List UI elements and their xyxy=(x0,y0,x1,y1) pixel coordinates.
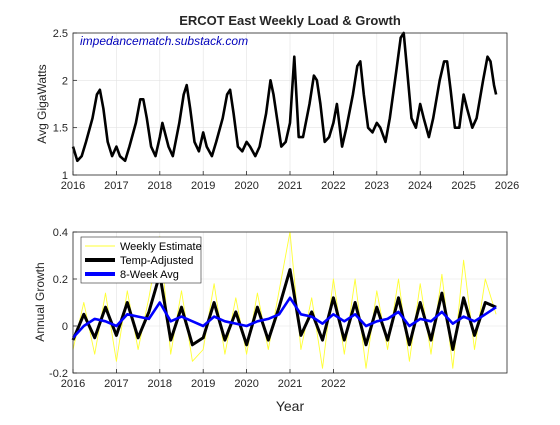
top-x-tick-label: 2018 xyxy=(148,180,172,192)
top-y-tick-label: 1.5 xyxy=(53,123,68,135)
top-series xyxy=(71,31,498,163)
bottom-series xyxy=(71,231,497,369)
bottom-x-tick-label: 2018 xyxy=(148,378,172,390)
top-x-tick-label: 2019 xyxy=(191,180,215,192)
bottom-chart: 2016 2017 2018 2019 2020 2021 2022-0.200.20.4 … xyxy=(33,227,508,414)
top-y-axis-label: Avg GigaWatts xyxy=(35,64,49,143)
bottom-y-axis-label: Annual Growth xyxy=(33,262,47,341)
legend-label-temp-adjusted: Temp-Adjusted xyxy=(120,255,193,267)
top-y-tick-label: 2.5 xyxy=(53,28,68,40)
top-x-tick-label: 2020 xyxy=(234,180,258,192)
top-y-tick-label: 1 xyxy=(62,170,68,182)
top-x-tick-label: 2017 xyxy=(104,180,128,192)
bottom-y-tick-label: 0 xyxy=(62,321,68,333)
legend-label-8-week-avg: 8-Week Avg xyxy=(120,269,179,281)
top-x-tick-label: 2022 xyxy=(321,180,345,192)
top-x-tick-label: 2025 xyxy=(451,180,475,192)
bottom-legend: Weekly Estimate Temp-Adjusted 8-Week Avg xyxy=(80,236,202,284)
bottom-series-8-week-avg-line xyxy=(72,296,497,339)
legend-label-weekly-estimate: Weekly Estimate xyxy=(120,241,202,253)
bottom-x-tick-label: 2021 xyxy=(278,378,302,390)
bottom-ticks: 2016 2017 2018 2019 2020 2021 2022 -0.2 0 0.2 0.4 xyxy=(49,227,346,390)
watermark-annotation: impedancematch.substack.com xyxy=(80,34,248,48)
top-ticks: 2016 2017 2018 2019 2020 2021 2022 2023 2024 2025… xyxy=(53,28,520,192)
top-chart: ERCOT East Weekly Load & Growth 2016 2017… xyxy=(35,13,519,192)
top-chart-title: ERCOT East Weekly Load & Growth xyxy=(179,13,401,28)
bottom-y-tick-label: 0.2 xyxy=(53,274,68,286)
top-series-load-line xyxy=(71,31,498,163)
bottom-x-tick-label: 2022 xyxy=(321,378,345,390)
top-x-tick-label: 2026 xyxy=(495,180,519,192)
bottom-x-tick-label: 2016 xyxy=(61,378,85,390)
bottom-x-axis-label: Year xyxy=(276,398,305,414)
top-y-tick-label: 2 xyxy=(62,75,68,87)
top-x-tick-label: 2024 xyxy=(408,180,432,192)
bottom-y-tick-label: 0.4 xyxy=(53,227,68,239)
bottom-x-tick-label: 2019 xyxy=(191,378,215,390)
top-x-tick-label: 2023 xyxy=(365,180,389,192)
bottom-x-tick-label: 2017 xyxy=(104,378,128,390)
top-x-tick-label: 2021 xyxy=(278,180,302,192)
bottom-x-tick-label: 2020 xyxy=(234,378,258,390)
top-x-tick-label: 2016 xyxy=(61,180,85,192)
bottom-y-tick-label: -0.2 xyxy=(49,368,68,380)
